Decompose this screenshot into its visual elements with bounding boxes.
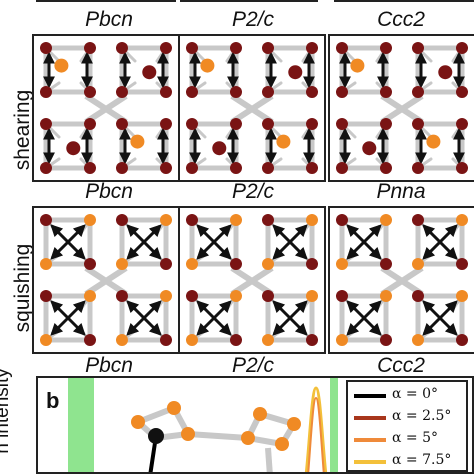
legend-text-0: α = 0° [392,386,438,402]
lattice-drawing [336,42,468,174]
chart-legend: α = 0° α = 2.5° α = 5° α = 7.5° [346,380,468,472]
lattice-drawing [40,214,172,346]
legend-item-2: α = 5° [354,428,466,450]
legend-item-0: α = 0° [354,384,466,406]
chart-ylabel: n intensity [0,368,13,454]
panel-shearing-1 [32,34,180,182]
unit-cell [116,214,172,270]
unit-cell [186,118,242,174]
unit-cell [262,118,318,174]
panel-label-b: b [46,388,60,413]
unit-cell [336,214,392,270]
legend-line-2 [354,438,386,442]
panel-squishing-1 [32,206,180,354]
unit-cell [262,42,318,98]
label-bottom-1: Pbcn [85,354,133,377]
unit-cell [412,118,468,174]
legend-text-1: α = 2.5° [392,408,452,424]
label-middle-2: P2/c [231,180,275,203]
label-bottom-3: Ccc2 [377,354,425,377]
label-top-1: Pbcn [85,8,133,31]
legend-text-2: α = 5° [392,430,438,446]
unit-cell [186,214,242,270]
legend-line-3 [354,460,386,464]
unit-cell [336,290,392,346]
chart-panel-b: b α = 0° [36,376,474,474]
unit-cell [40,118,96,174]
unit-cell [40,42,96,98]
unit-cell [186,42,242,98]
unit-cell [40,214,96,270]
label-middle-3: Pnna [376,180,426,203]
molecule-drawing [131,386,328,472]
unit-cell [336,42,392,98]
unit-cell [186,290,242,346]
unit-cell [40,290,96,346]
label-top-2: P2/c [231,8,275,31]
panel-shearing-2 [178,34,326,182]
lattice-drawing [186,214,318,346]
green-band-left [68,378,94,472]
unit-cell [116,290,172,346]
label-middle-1: Pbcn [85,180,133,203]
lattice-drawing [336,214,468,346]
legend-text-3: α = 7.5° [392,452,452,468]
legend-line-0 [354,394,386,398]
panel-shearing-3 [328,34,474,182]
unit-cell [412,42,468,98]
unit-cell [412,214,468,270]
label-top-3: Ccc2 [377,8,425,31]
unit-cell [116,42,172,98]
top-line-1 [36,0,176,2]
top-line-3 [334,0,474,2]
unit-cell [262,290,318,346]
green-band-right [330,378,338,472]
panel-squishing-2 [178,206,326,354]
lattice-drawing [186,42,318,174]
label-bottom-2: P2/c [231,354,275,377]
unit-cell [116,118,172,174]
chart-molecule-svg [131,386,328,472]
unit-cell [412,290,468,346]
top-line-2 [180,0,318,2]
lattice-drawing [40,42,172,174]
unit-cell [262,214,318,270]
panel-squishing-3 [328,206,474,354]
legend-line-1 [354,416,386,420]
legend-item-3: α = 7.5° [354,450,466,472]
legend-item-1: α = 2.5° [354,406,466,428]
unit-cell [336,118,392,174]
